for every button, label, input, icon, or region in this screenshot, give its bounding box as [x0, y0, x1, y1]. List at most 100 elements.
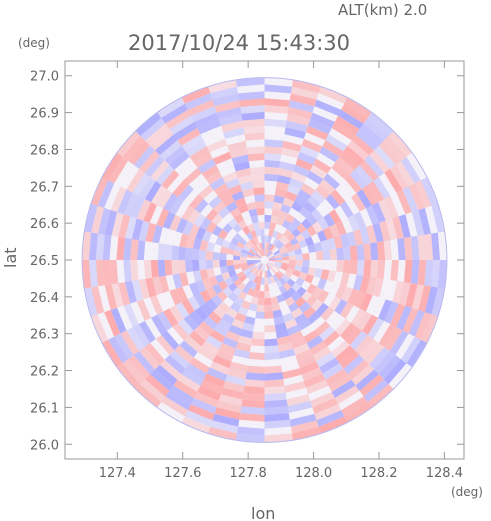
radar-cell	[240, 300, 251, 310]
radar-cell	[264, 392, 287, 402]
radar-cell	[264, 291, 271, 299]
radar-cell	[262, 249, 265, 256]
radar-cell	[212, 93, 240, 107]
radar-cell	[150, 185, 167, 206]
radar-cell	[291, 282, 301, 292]
radar-cell	[188, 330, 206, 347]
radar-cell	[189, 194, 204, 210]
radar-cell	[228, 269, 237, 278]
y-tick-label: 26.4	[30, 291, 59, 306]
radar-cell	[279, 277, 287, 286]
radar-cell	[228, 324, 243, 336]
radar-cell	[287, 250, 296, 257]
radar-cell	[254, 244, 260, 252]
radar-cell	[173, 379, 198, 399]
radar-cell	[282, 197, 295, 208]
x-axis-label: lon	[251, 504, 275, 521]
radar-cell	[411, 284, 425, 310]
radar-cell	[184, 93, 213, 110]
radar-cell	[111, 212, 124, 237]
radar-cell	[294, 313, 308, 325]
radar-cell	[116, 363, 141, 389]
radar-cell	[280, 204, 292, 214]
radar-cell	[228, 242, 237, 251]
radar-cell	[189, 146, 210, 163]
radar-cell	[150, 369, 174, 391]
radar-cell	[292, 427, 321, 441]
radar-cell	[286, 113, 311, 126]
radar-cell	[140, 118, 166, 141]
radar-cell	[220, 120, 244, 133]
radar-cell	[303, 306, 316, 319]
radar-cell	[254, 261, 261, 265]
radar-cell	[213, 201, 226, 214]
radar-cell	[259, 263, 264, 271]
radar-cell	[250, 247, 257, 254]
radar-cell	[198, 184, 214, 199]
radar-cell	[417, 234, 427, 260]
radar-cell	[253, 236, 259, 245]
radar-cell	[296, 286, 307, 297]
radar-cell	[410, 235, 420, 260]
radar-cell	[340, 272, 350, 287]
radar-cell	[164, 355, 186, 375]
radar-cell	[274, 261, 282, 266]
radar-cell	[102, 260, 112, 286]
radar-cell	[229, 302, 241, 313]
radar-cell	[355, 129, 379, 151]
radar-cell	[150, 314, 167, 335]
radar-cell	[256, 304, 265, 312]
radar-cell	[219, 266, 229, 274]
radar-cell	[120, 330, 140, 356]
radar-cell	[275, 232, 283, 241]
radar-cell	[331, 340, 350, 358]
radar-cell	[172, 179, 189, 198]
y-tick-label: 26.9	[30, 107, 59, 122]
radar-cell	[292, 269, 301, 278]
radar-cell	[264, 311, 274, 319]
radar-cell	[370, 242, 379, 260]
radar-cell	[315, 321, 331, 336]
radar-cell	[145, 222, 157, 243]
radar-cell	[392, 281, 404, 304]
radar-cell	[420, 177, 438, 206]
radar-cell	[143, 202, 157, 223]
radar-cell	[314, 268, 323, 279]
radar-cell	[313, 346, 332, 362]
radar-cell	[264, 338, 278, 347]
radar-cell	[257, 297, 265, 306]
radar-cell	[161, 169, 180, 190]
radar-cell	[109, 260, 119, 285]
radar-cell	[193, 213, 206, 227]
radar-cell	[362, 185, 379, 206]
radar-cell	[229, 147, 248, 159]
radar-cell	[177, 128, 201, 146]
radar-cell	[111, 283, 124, 308]
radar-cell	[295, 158, 313, 171]
radar-cell	[108, 156, 128, 184]
radar-cell	[353, 290, 367, 309]
radar-cell	[185, 363, 207, 380]
radar-cell	[282, 256, 290, 260]
radar-cell	[349, 169, 368, 190]
radar-cell	[304, 274, 314, 284]
radar-cell	[359, 374, 384, 397]
radar-cell	[264, 413, 290, 422]
radar-cell	[264, 419, 291, 429]
radar-cell	[154, 364, 178, 386]
radar-cell	[286, 394, 311, 407]
radar-cell	[210, 420, 239, 434]
radar-cell	[282, 140, 302, 152]
radar-cell	[128, 355, 151, 380]
radar-cell	[211, 294, 223, 307]
radar-cell	[383, 359, 407, 385]
radar-cell	[108, 336, 128, 364]
radar-cell	[336, 247, 344, 260]
radar-cell	[183, 314, 199, 331]
radar-cell	[215, 274, 225, 284]
radar-cell	[185, 140, 207, 157]
radar-cell	[150, 160, 170, 181]
radar-cell	[255, 201, 265, 209]
radar-cell	[222, 286, 233, 297]
radar-cell	[299, 145, 320, 159]
